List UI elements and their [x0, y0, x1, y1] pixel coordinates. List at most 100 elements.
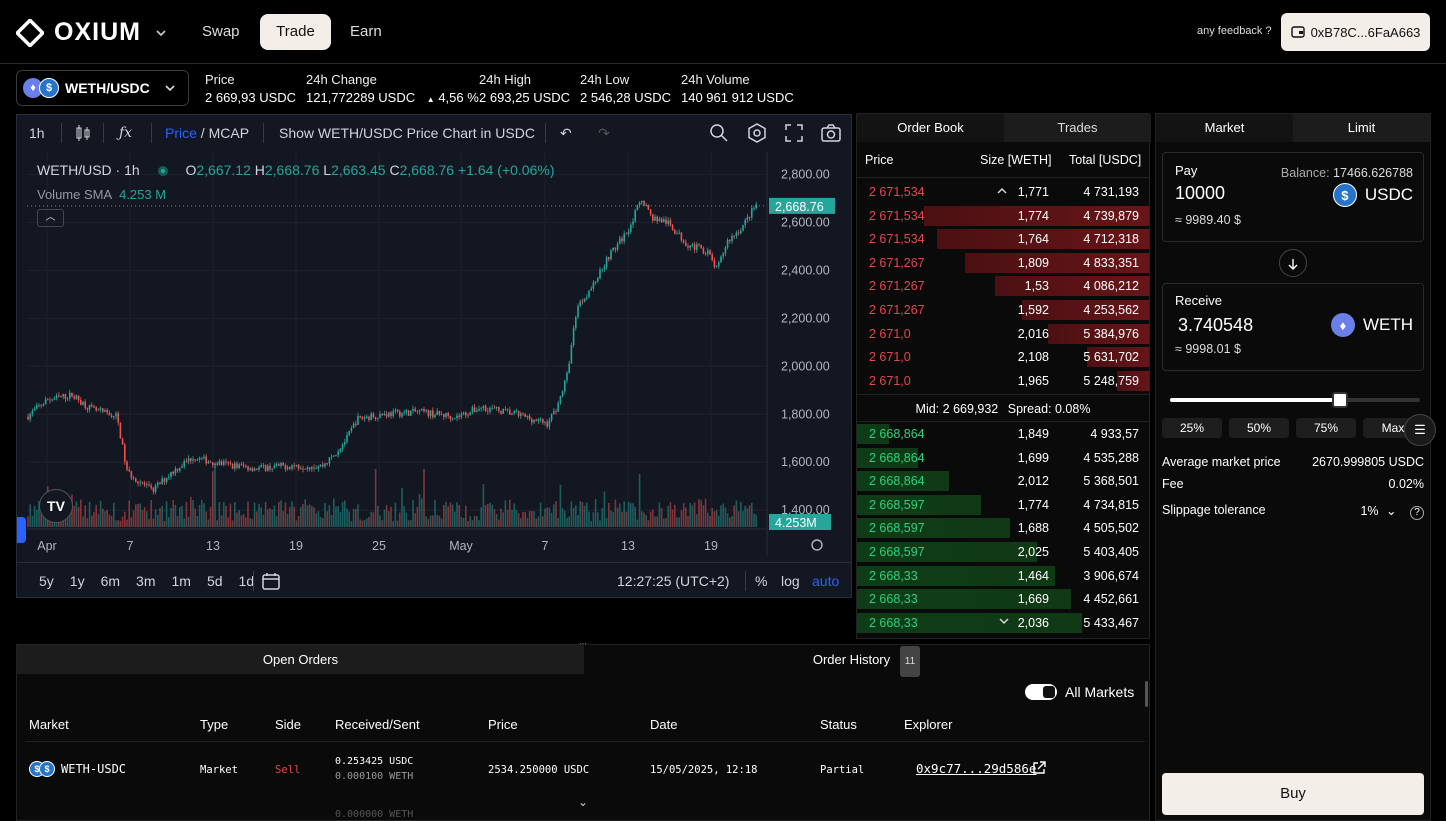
- range-button-1m[interactable]: 1m: [171, 573, 191, 589]
- show-usdc-chart-button[interactable]: Show WETH/USDC Price Chart in USDC: [279, 125, 535, 141]
- price-mcap-toggle[interactable]: Price / MCAP: [165, 125, 250, 141]
- nav-tab-earn[interactable]: Earn: [350, 23, 382, 40]
- volume-bar: [465, 505, 467, 527]
- range-button-1d[interactable]: 1d: [238, 573, 255, 589]
- zoom-search-icon[interactable]: [709, 123, 729, 143]
- ask-row[interactable]: 2 671,267 1,53 4 086,212: [857, 274, 1149, 298]
- all-markets-toggle[interactable]: All Markets: [1025, 684, 1134, 700]
- tab-order-book[interactable]: Order Book: [857, 114, 1004, 142]
- ask-row[interactable]: 2 671,0 2,108 5 631,702: [857, 345, 1149, 369]
- bid-price: 2 668,597: [869, 497, 925, 512]
- ask-row[interactable]: 2 671,534 1,764 4 712,318: [857, 227, 1149, 251]
- swap-panel: Market Limit Pay Balance: 17466.626788 $…: [1155, 113, 1436, 821]
- bid-row[interactable]: 2 668,864 2,012 5 368,501: [857, 469, 1149, 493]
- volume-bar: [363, 519, 366, 527]
- pct-50-button[interactable]: 50%: [1229, 418, 1289, 438]
- tab-market[interactable]: Market: [1156, 114, 1293, 142]
- tab-trades[interactable]: Trades: [1004, 114, 1151, 142]
- candles-icon[interactable]: [75, 124, 91, 142]
- external-link-icon[interactable]: [1032, 761, 1046, 775]
- wallet-button[interactable]: 0xB78C...6FaA663: [1281, 13, 1430, 51]
- ask-row[interactable]: 2 671,267 1,592 4 253,562: [857, 298, 1149, 322]
- range-button-5d[interactable]: 5d: [206, 573, 223, 589]
- date-range-icon[interactable]: [262, 572, 280, 590]
- ask-row[interactable]: 2 671,0 1,965 5 248,759: [857, 369, 1149, 393]
- log-scale-button[interactable]: log: [781, 573, 800, 589]
- nav-tab-trade[interactable]: Trade: [260, 14, 331, 50]
- candle-body: [73, 396, 75, 399]
- stat-24h-low: 24h Low 2 546,28 USDC: [580, 72, 671, 105]
- fee-label: Fee: [1162, 477, 1184, 491]
- buy-button[interactable]: Buy: [1162, 773, 1424, 815]
- chevron-down-icon[interactable]: [999, 616, 1009, 626]
- bid-row[interactable]: 2 668,597 2,025 5 403,405: [857, 540, 1149, 564]
- camera-icon[interactable]: [821, 124, 841, 142]
- ask-row[interactable]: 2 671,534 1,771 4 731,193: [857, 180, 1149, 204]
- row-explorer-link[interactable]: 0x9c77...29d586e: [916, 761, 1037, 776]
- candle-body: [731, 235, 733, 242]
- ask-row[interactable]: 2 671,0 2,016 5 384,976: [857, 322, 1149, 346]
- ask-row[interactable]: 2 671,534 1,774 4 739,879: [857, 204, 1149, 228]
- receive-token-selector[interactable]: ♦ WETH: [1330, 313, 1413, 337]
- bid-row[interactable]: 2 668,33 2,036 5 433,467: [857, 611, 1149, 635]
- undo-icon[interactable]: ↶: [560, 125, 572, 141]
- pay-token-selector[interactable]: $ USDC: [1332, 183, 1413, 207]
- resize-handle-icon[interactable]: ⋯: [577, 639, 589, 648]
- indicators-icon[interactable]: ƒx: [119, 125, 133, 141]
- tradingview-logo-icon[interactable]: TV: [39, 489, 73, 523]
- chart-side-handle[interactable]: [17, 517, 26, 543]
- range-button-6m[interactable]: 6m: [100, 573, 121, 589]
- candle-body: [498, 406, 500, 411]
- range-button-5y[interactable]: 5y: [39, 573, 54, 589]
- tab-open-orders[interactable]: Open Orders: [17, 645, 584, 674]
- range-button-1y[interactable]: 1y: [69, 573, 85, 589]
- ask-depth-bar: [1117, 370, 1149, 391]
- legend-o-label: O: [185, 162, 197, 178]
- bid-row[interactable]: 2 668,33 1,464 3 906,674: [857, 564, 1149, 588]
- pay-label: Pay: [1175, 163, 1198, 178]
- bid-row[interactable]: 2 668,597 1,688 4 505,502: [857, 516, 1149, 540]
- bid-row[interactable]: 2 668,864 1,699 4 535,288: [857, 446, 1149, 470]
- pair-selector[interactable]: ♦ $ WETH/USDC: [16, 70, 189, 106]
- range-button-3m[interactable]: 3m: [136, 573, 156, 589]
- candle-body: [36, 405, 38, 409]
- scroll-down-chevron-icon[interactable]: ⌄: [578, 795, 589, 809]
- feedback-link[interactable]: any feedback ?: [1197, 25, 1272, 37]
- candle-body: [223, 461, 225, 465]
- candle-body: [425, 410, 427, 412]
- settings-gear-icon[interactable]: [747, 123, 767, 143]
- slippage-selector[interactable]: 1% ⌄ ?: [1360, 503, 1424, 520]
- auto-scale-button[interactable]: auto: [812, 573, 840, 589]
- pct-25-button[interactable]: 25%: [1162, 418, 1222, 438]
- interval-selector[interactable]: 1h: [29, 125, 45, 141]
- chevron-down-icon[interactable]: [155, 27, 167, 39]
- pct-75-button[interactable]: 75%: [1296, 418, 1356, 438]
- mcap-toggle[interactable]: MCAP: [208, 125, 250, 141]
- chart-time[interactable]: 12:27:25 (UTC+2): [617, 573, 730, 589]
- bid-row[interactable]: 2 668,864 1,849 4 933,57: [857, 422, 1149, 446]
- pay-amount-input[interactable]: [1175, 183, 1295, 204]
- nav-tab-swap[interactable]: Swap: [202, 23, 240, 40]
- price-toggle[interactable]: Price: [165, 125, 197, 141]
- brand-logo[interactable]: OXIUM: [16, 18, 167, 47]
- amount-slider-track[interactable]: [1170, 392, 1420, 408]
- chart-area[interactable]: 2,800.00 2,600.00 2,400.00 2,200.00 2,000.00…: [27, 152, 843, 592]
- fullscreen-icon[interactable]: [785, 124, 803, 142]
- advanced-settings-icon[interactable]: ☰: [1404, 414, 1436, 446]
- bid-row[interactable]: 2 668,597 1,774 4 734,815: [857, 493, 1149, 517]
- swap-direction-button[interactable]: [1279, 249, 1307, 277]
- amount-slider-thumb[interactable]: [1332, 392, 1348, 408]
- chevron-up-icon[interactable]: [997, 186, 1007, 196]
- redo-icon[interactable]: ↷: [598, 125, 610, 141]
- help-icon[interactable]: ?: [1410, 506, 1424, 520]
- ask-row[interactable]: 2 671,267 1,809 4 833,351: [857, 251, 1149, 275]
- volume-bar: [713, 511, 716, 527]
- tab-limit[interactable]: Limit: [1293, 114, 1430, 142]
- toggle-switch[interactable]: [1025, 684, 1057, 700]
- bid-row[interactable]: 2 668,33 1,669 4 452,661: [857, 587, 1149, 611]
- tab-order-history[interactable]: Order History 11: [584, 645, 1149, 677]
- percent-scale-button[interactable]: %: [755, 573, 768, 589]
- collapse-legend-button[interactable]: ︿: [37, 209, 64, 227]
- scrollbar[interactable]: [1145, 681, 1148, 707]
- candlestick-chart[interactable]: 2,800.00 2,600.00 2,400.00 2,200.00 2,000.00…: [27, 152, 843, 556]
